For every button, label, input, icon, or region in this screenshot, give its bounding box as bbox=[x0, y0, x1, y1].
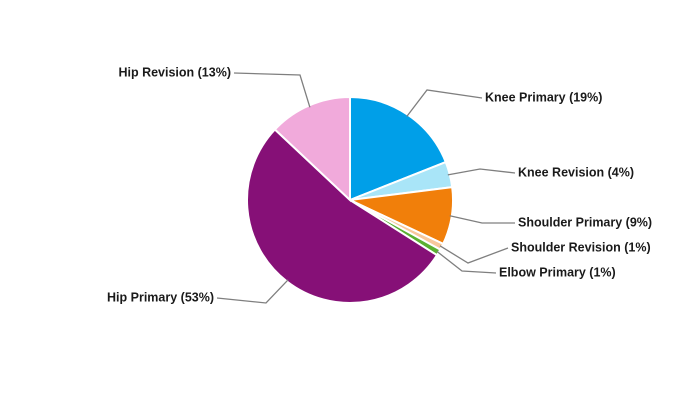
leader-line bbox=[406, 89, 483, 117]
slice-label: Elbow Primary (1%) bbox=[499, 265, 616, 279]
slice-label: Shoulder Primary (9%) bbox=[518, 215, 652, 229]
slice-label: Shoulder Revision (1%) bbox=[511, 240, 651, 254]
leader-line bbox=[216, 279, 289, 304]
slice-label: Hip Primary (53%) bbox=[107, 290, 214, 304]
slice-label: Knee Revision (4%) bbox=[518, 165, 634, 179]
leader-line bbox=[233, 72, 311, 108]
leader-line bbox=[447, 168, 516, 176]
leader-line bbox=[436, 250, 497, 274]
leader-line bbox=[439, 245, 509, 264]
slice-label: Hip Revision (13%) bbox=[118, 65, 231, 79]
leader-line bbox=[449, 215, 515, 224]
slice-label: Knee Primary (19%) bbox=[485, 90, 602, 104]
